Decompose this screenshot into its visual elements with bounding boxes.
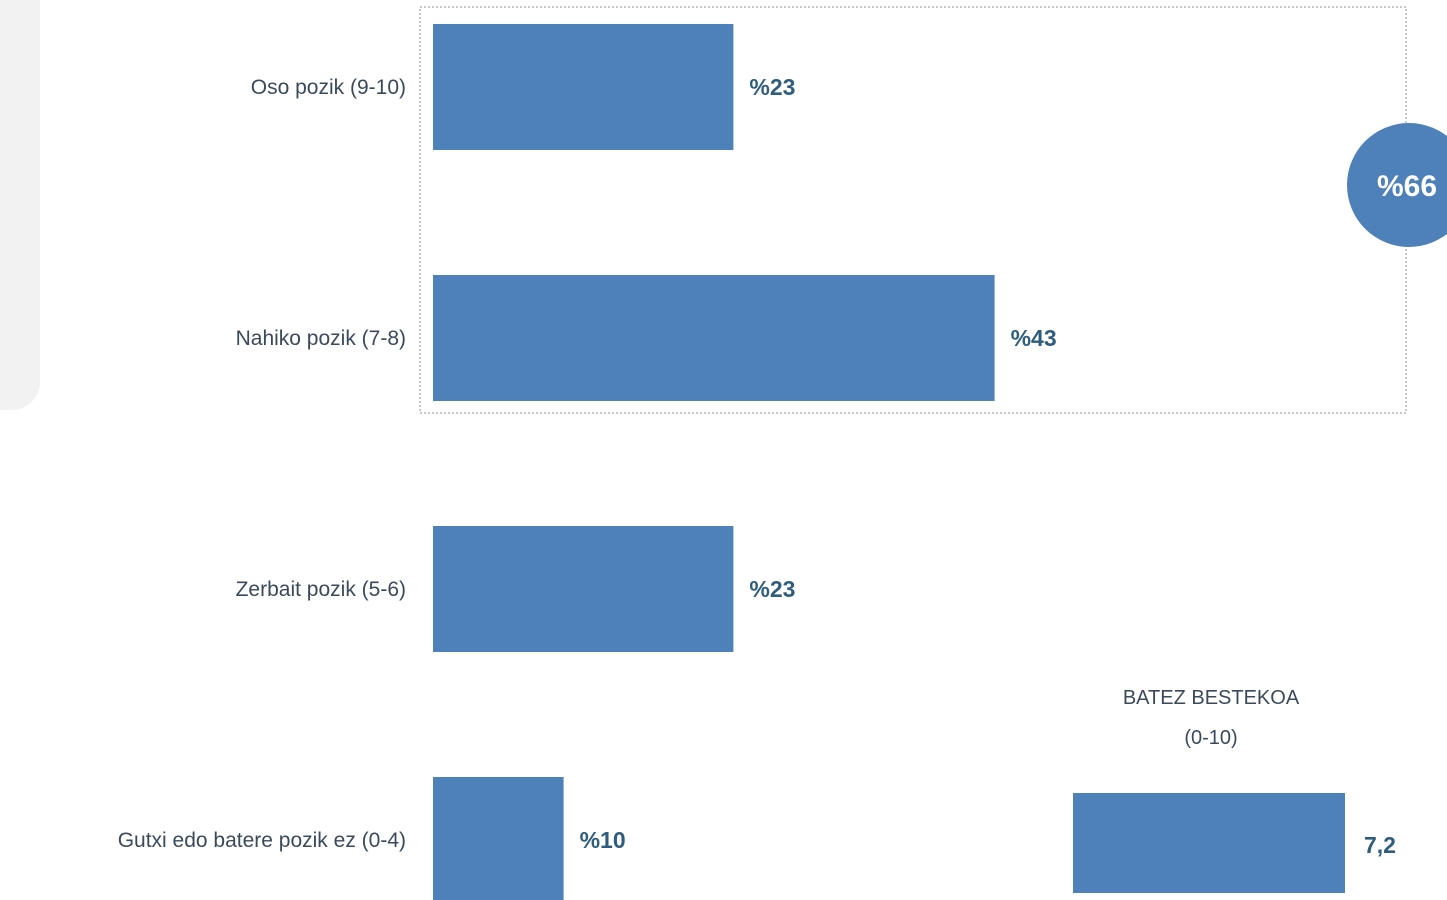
average-title: BATEZ BESTEKOA <box>1123 687 1300 709</box>
bar-1 <box>433 24 734 150</box>
bar-2 <box>433 275 995 401</box>
average-bar <box>1073 793 1345 893</box>
category-label-2: Nahiko pozik (7-8) <box>236 327 406 350</box>
side-panel <box>0 0 40 410</box>
category-label-3: Zerbait pozik (5-6) <box>236 578 406 601</box>
average-value-label: 7,2 <box>1364 832 1396 858</box>
category-label-4: Gutxi edo batere pozik ez (0-4) <box>118 829 406 852</box>
value-label-4: %10 <box>580 827 626 853</box>
value-label-2: %43 <box>1011 325 1057 351</box>
group-total-badge <box>1347 123 1447 247</box>
group-total-label: %66 <box>1377 170 1437 203</box>
bar-4 <box>433 777 564 900</box>
value-label-3: %23 <box>749 576 795 602</box>
value-label-1: %23 <box>749 74 795 100</box>
average-title-range: (0-10) <box>1184 727 1237 749</box>
category-label-1: Oso pozik (9-10) <box>251 76 406 99</box>
bar-3 <box>433 526 734 652</box>
